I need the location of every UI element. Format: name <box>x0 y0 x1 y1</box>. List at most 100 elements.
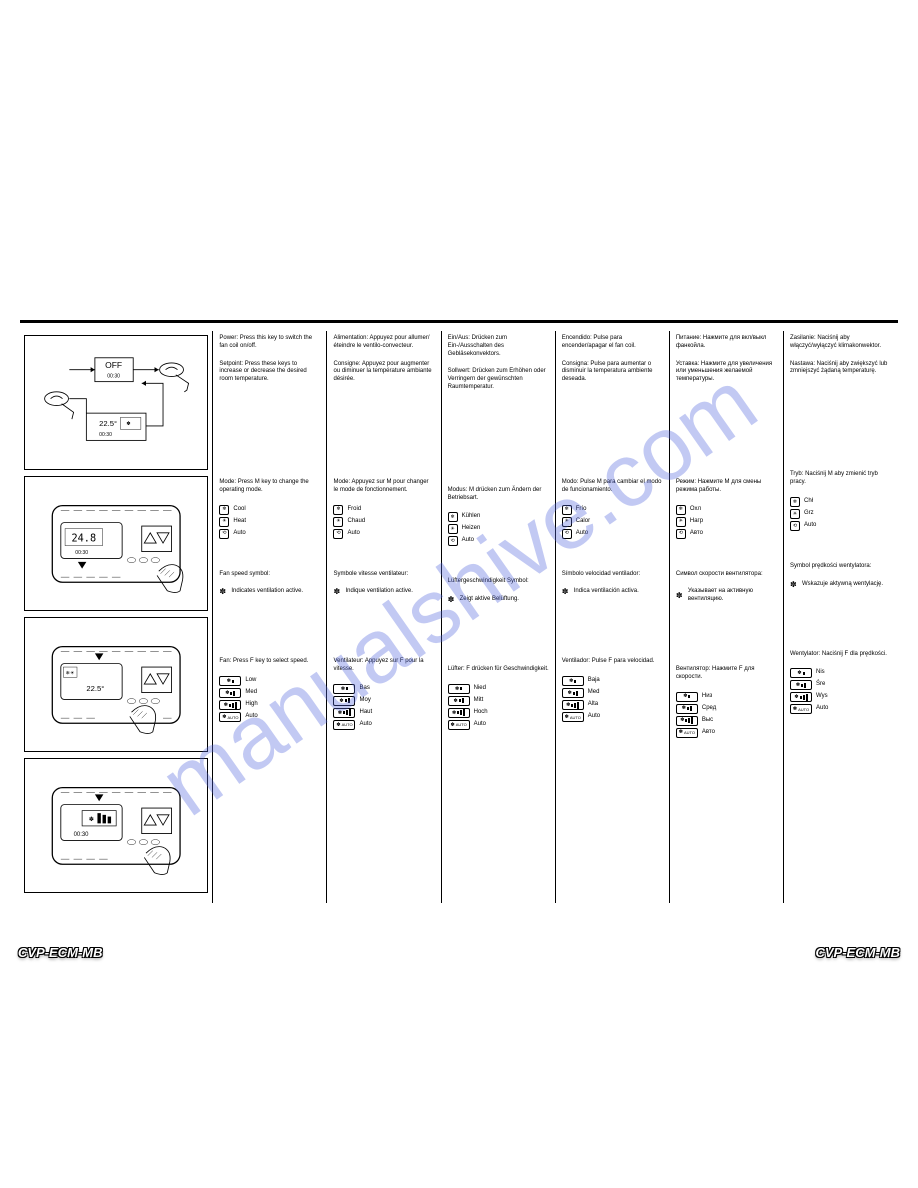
speed-item: ✽AUTOAuto <box>448 720 549 730</box>
speed-icon: ✽AUTO <box>676 728 698 738</box>
speed-label: Bas <box>359 685 369 693</box>
svg-text:22.5°: 22.5° <box>86 684 104 693</box>
speed-icon: ✽ <box>333 696 355 706</box>
speed-icon: ✽ <box>562 676 584 686</box>
svg-text:✽: ✽ <box>126 421 130 427</box>
mode-icon: ⟲ <box>562 529 572 539</box>
columns-row: OFF 00:30 22.5° ✽ 00:30 24.8 00:30 ❄☀ 22… <box>20 331 898 903</box>
mode-item: ❄ Froid <box>333 505 434 515</box>
speed-label: High <box>245 701 257 709</box>
col-d: Ein/Aus: Drücken zum Ein-/Ausschalten de… <box>442 331 556 903</box>
mode-item: ☀Heat <box>219 517 320 527</box>
speed-icon: ✽ <box>219 676 241 686</box>
speed-icon: ✽AUTO <box>790 704 812 714</box>
svg-text:00:30: 00:30 <box>99 432 112 438</box>
speed-item: ✽AUTOAuto <box>562 712 663 722</box>
mode-icon: ❄ <box>448 512 458 522</box>
mode-label: Chł <box>804 498 813 506</box>
speed-icon: ✽ <box>790 692 812 702</box>
setpoint-text: Consigna: Pulse para aumentar o disminui… <box>562 361 663 384</box>
mode-icon: ⟲ <box>676 529 686 539</box>
col-c: Alimentation: Appuyez pour allumer/étein… <box>327 331 441 903</box>
fan-text: Lüftergeschwindigkeit Symbol: <box>448 578 549 586</box>
mode-text: Mode: Press M key to change the operatin… <box>219 479 320 495</box>
mode-item: ❄Kühlen <box>448 512 549 522</box>
speed-label: Med <box>588 689 600 697</box>
fan-icon <box>333 588 341 596</box>
speed-item: ✽ Baja <box>562 676 663 686</box>
speed-text: Вентилятор: Нажмите F для скорости. <box>676 666 777 682</box>
speed-label: Auto <box>816 705 828 713</box>
speed-label: Низ <box>702 693 712 701</box>
speed-label: Сред <box>702 705 716 713</box>
mode-icon: ❄ <box>333 505 343 515</box>
fan-text: Fan speed symbol: <box>219 571 320 579</box>
mode-item: ⟲ Авто <box>676 529 777 539</box>
mode-item: ☀Grz <box>790 509 892 519</box>
svg-text:00:30: 00:30 <box>107 373 120 379</box>
speed-icon: ✽ <box>676 692 698 702</box>
speed-icon: ✽AUTO <box>448 720 470 730</box>
speed-icon: ✽ <box>676 704 698 714</box>
speed-text: Lüfter: F drücken für Geschwindigkeit. <box>448 666 549 674</box>
speed-icon: ✽ <box>562 700 584 710</box>
diagram-column: OFF 00:30 22.5° ✽ 00:30 24.8 00:30 ❄☀ 22… <box>20 331 213 903</box>
svg-text:✽: ✽ <box>89 816 94 823</box>
speed-item: ✽Nied <box>448 684 549 694</box>
speed-item: ✽ Низ <box>676 692 777 702</box>
fan-symbol: Indique ventilation active. <box>333 588 434 596</box>
fan-icon <box>562 588 570 596</box>
mode-icon: ⟲ <box>448 536 458 546</box>
mode-icon: ⟲ <box>333 529 343 539</box>
speed-item: ✽AUTO Auto <box>790 704 892 714</box>
speed-text: Ventilateur: Appuyez sur F pour la vites… <box>333 658 434 674</box>
mode-icon: ☀ <box>676 517 686 527</box>
speed-item: ✽Med <box>562 688 663 698</box>
mode-label: Auto <box>347 530 359 538</box>
mode-text: Режим: Нажмите M для смены режима работы… <box>676 479 777 495</box>
speed-item: ✽Haut <box>333 708 434 718</box>
power-text: Alimentation: Appuyez pour allumer/étein… <box>333 335 434 351</box>
setpoint-text: Уставка: Нажмите для увеличения или умен… <box>676 361 777 384</box>
fan-icon <box>790 581 798 589</box>
speed-item: ✽Low <box>219 676 320 686</box>
diagram-2: 24.8 00:30 <box>24 476 208 611</box>
mode-label: Chaud <box>347 518 365 526</box>
svg-text:OFF: OFF <box>105 360 122 370</box>
mode-label: Calor <box>576 518 590 526</box>
mode-item: ⟲ Auto <box>448 536 549 546</box>
mode-label: Froid <box>347 506 361 514</box>
svg-text:❄☀: ❄☀ <box>66 671 75 677</box>
fan-text: Symbole vitesse ventilateur: <box>333 571 434 579</box>
mode-label: Авто <box>690 530 703 538</box>
speed-label: Выс <box>702 717 713 725</box>
mode-label: Frío <box>576 506 587 514</box>
mode-icon: ❄ <box>562 505 572 515</box>
speed-label: Baja <box>588 677 600 685</box>
mode-item: ❄Охл <box>676 505 777 515</box>
speed-label: Mitt <box>474 697 484 705</box>
mode-icon: ⟲ <box>219 529 229 539</box>
speed-item: ✽ Moy <box>333 696 434 706</box>
mode-text: Mode: Appuyez sur M pour changer le mode… <box>333 479 434 495</box>
speed-item: ✽Bas <box>333 684 434 694</box>
mode-label: Auto <box>804 522 816 530</box>
speed-label: Moy <box>359 697 370 705</box>
mode-text: Modo: Pulse M para cambiar el modo de fu… <box>562 479 663 495</box>
setpoint-text: Consigne: Appuyez pour augmenter ou dimi… <box>333 361 434 384</box>
mode-label: Auto <box>576 530 588 538</box>
setpoint-text: Nastawa: Naciśnij aby zwiększyć lub zmni… <box>790 361 892 377</box>
setpoint-text: Sollwert: Drücken zum Erhöhen oder Verri… <box>448 368 549 391</box>
mode-label: Auto <box>462 537 474 545</box>
svg-text:00:30: 00:30 <box>75 550 88 556</box>
mode-item: ⟲ Auto <box>562 529 663 539</box>
fan-symbol: Указывает на активную вентиляцию. <box>676 588 777 604</box>
svg-text:24.8: 24.8 <box>72 533 97 544</box>
col-f: Питание: Нажмите для вкл/выкл фанкойла.У… <box>670 331 784 903</box>
mode-icon: ❄ <box>219 505 229 515</box>
speed-item: ✽Wys <box>790 692 892 702</box>
power-text: Power: Press this key to switch the fan … <box>219 335 320 351</box>
speed-label: Haut <box>359 709 372 717</box>
diagram-3: ❄☀ 22.5° <box>24 617 208 752</box>
speed-label: Śre <box>816 681 825 689</box>
